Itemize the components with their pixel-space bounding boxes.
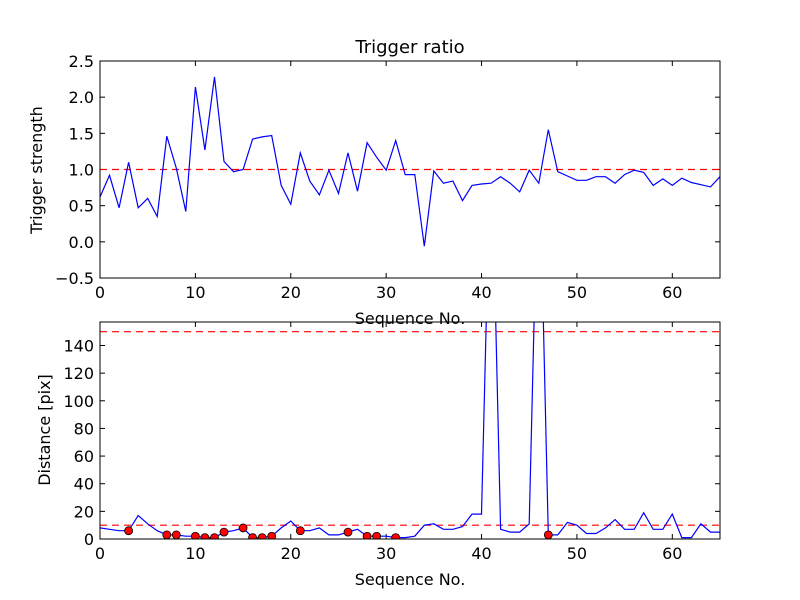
data-point-marker [238,523,248,533]
y-axis-label: Distance [pix] [35,374,54,486]
plot-area [100,322,720,539]
x-tick-label: 20 [281,283,301,302]
data-point-marker [391,533,401,539]
x-tick-label: 40 [471,544,491,563]
data-point-marker [200,533,210,539]
x-tick-label: 60 [662,283,682,302]
y-tick-label: −0.5 [55,269,94,288]
data-point-marker [267,531,277,539]
x-tick-label: 0 [95,544,105,563]
y-tick-label: 140 [63,336,94,355]
x-tick-label: 30 [376,544,396,563]
distance-chart: 0 10 20 30 40 50 60 0 20 40 60 80 100 120 140 Sequence… [35,321,721,589]
y-axis-label: Trigger strength [27,106,46,235]
data-point-marker [219,527,229,537]
data-point-marker [543,530,553,539]
data-point-marker [248,533,258,539]
y-tick-label: 2.0 [69,88,94,107]
y-tick-label: 1.0 [69,161,94,180]
x-tick-label: 20 [281,544,301,563]
y-tick-label: 0.5 [69,197,94,216]
y-tick-label: 100 [63,392,94,411]
data-point-marker [124,526,134,536]
y-tick-label: 0.0 [69,233,94,252]
x-axis-label: Sequence No. [355,570,466,589]
y-tick-label: 20 [74,502,94,521]
plot-area [100,76,720,247]
tick-group: 0 10 20 30 40 50 60 0 20 40 60 80 100 120 140 [63,322,720,563]
series-line [100,76,720,247]
chart-title: Trigger ratio [354,37,464,58]
data-point-marker [343,527,353,537]
data-point-marker [210,533,219,539]
x-axis-label: Sequence No. [355,309,466,328]
y-tick-label: 80 [74,419,94,438]
y-tick-label: 60 [74,447,94,466]
x-tick-label: 10 [185,544,205,563]
data-point-marker [190,531,200,539]
data-point-marker [295,526,305,536]
x-tick-label: 10 [185,283,205,302]
y-tick-label: 1.5 [69,124,94,143]
data-point-marker [162,530,172,539]
x-tick-label: 0 [95,283,105,302]
y-tick-label: 2.5 [69,52,94,71]
x-tick-label: 30 [376,283,396,302]
y-tick-label: 0 [84,530,94,549]
x-tick-label: 50 [567,283,587,302]
tick-group: 0 10 20 30 40 50 60 −0.5 0.0 0.5 1.0 1.5 2.0 2.5 [55,52,720,302]
plot-frame [99,321,721,540]
data-point-marker [362,531,372,539]
data-point-marker [372,531,382,539]
x-tick-label: 50 [567,544,587,563]
data-point-marker [257,533,267,539]
y-tick-label: 120 [63,364,94,383]
x-tick-label: 40 [471,283,491,302]
trigger-ratio-chart: Trigger ratio 0 10 20 30 40 50 60 −0.5 0.0 0.5 1.0… [27,37,721,328]
plot-frame [99,60,721,279]
y-tick-label: 40 [74,475,94,494]
data-point-marker [171,530,181,539]
x-tick-label: 60 [662,544,682,563]
